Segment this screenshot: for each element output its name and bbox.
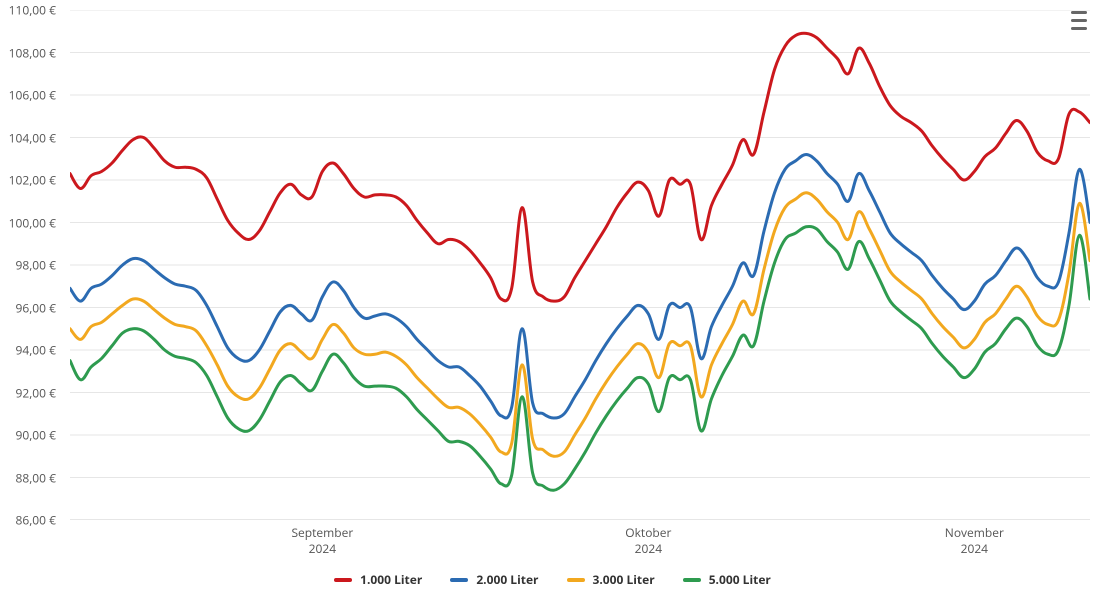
plot-svg xyxy=(70,10,1090,520)
plot-area xyxy=(70,10,1090,520)
legend-color-mark xyxy=(334,578,352,582)
y-tick-label: 92,00 € xyxy=(15,384,56,401)
x-tick-label: September2024 xyxy=(291,525,353,556)
series-line-0 xyxy=(70,33,1090,301)
y-tick-label: 106,00 € xyxy=(9,87,56,104)
y-axis-labels: 86,00 €88,00 €90,00 €92,00 €94,00 €96,00… xyxy=(0,10,62,520)
y-tick-label: 104,00 € xyxy=(9,129,56,146)
legend-item[interactable]: 5.000 Liter xyxy=(683,571,771,588)
legend-label: 5.000 Liter xyxy=(709,571,771,588)
legend-label: 3.000 Liter xyxy=(593,571,655,588)
legend-label: 1.000 Liter xyxy=(360,571,422,588)
series-line-2 xyxy=(70,193,1090,457)
y-tick-label: 110,00 € xyxy=(9,2,56,19)
y-tick-label: 100,00 € xyxy=(9,214,56,231)
x-axis-labels: September2024 Oktober2024 November2024 xyxy=(70,525,1090,565)
y-tick-label: 98,00 € xyxy=(15,257,56,274)
legend-color-mark xyxy=(450,578,468,582)
x-tick-label: November2024 xyxy=(945,525,1004,556)
y-tick-label: 96,00 € xyxy=(15,299,56,316)
x-tick-label: Oktober2024 xyxy=(625,525,671,556)
legend-color-mark xyxy=(567,578,585,582)
y-tick-label: 88,00 € xyxy=(15,469,56,486)
legend-item[interactable]: 1.000 Liter xyxy=(334,571,422,588)
legend-label: 2.000 Liter xyxy=(476,571,538,588)
y-tick-label: 86,00 € xyxy=(15,512,56,529)
y-tick-label: 94,00 € xyxy=(15,342,56,359)
legend: 1.000 Liter 2.000 Liter 3.000 Liter 5.000 L… xyxy=(0,565,1105,589)
legend-item[interactable]: 2.000 Liter xyxy=(450,571,538,588)
legend-color-mark xyxy=(683,578,701,582)
y-tick-label: 90,00 € xyxy=(15,427,56,444)
line-chart: 86,00 € 88,00 € 90,00 € 92,00 € 94,00 € 96,00… xyxy=(0,0,1105,602)
legend-item[interactable]: 3.000 Liter xyxy=(567,571,655,588)
series-line-3 xyxy=(70,226,1090,490)
y-tick-label: 102,00 € xyxy=(9,172,56,189)
y-tick-label: 108,00 € xyxy=(9,44,56,61)
